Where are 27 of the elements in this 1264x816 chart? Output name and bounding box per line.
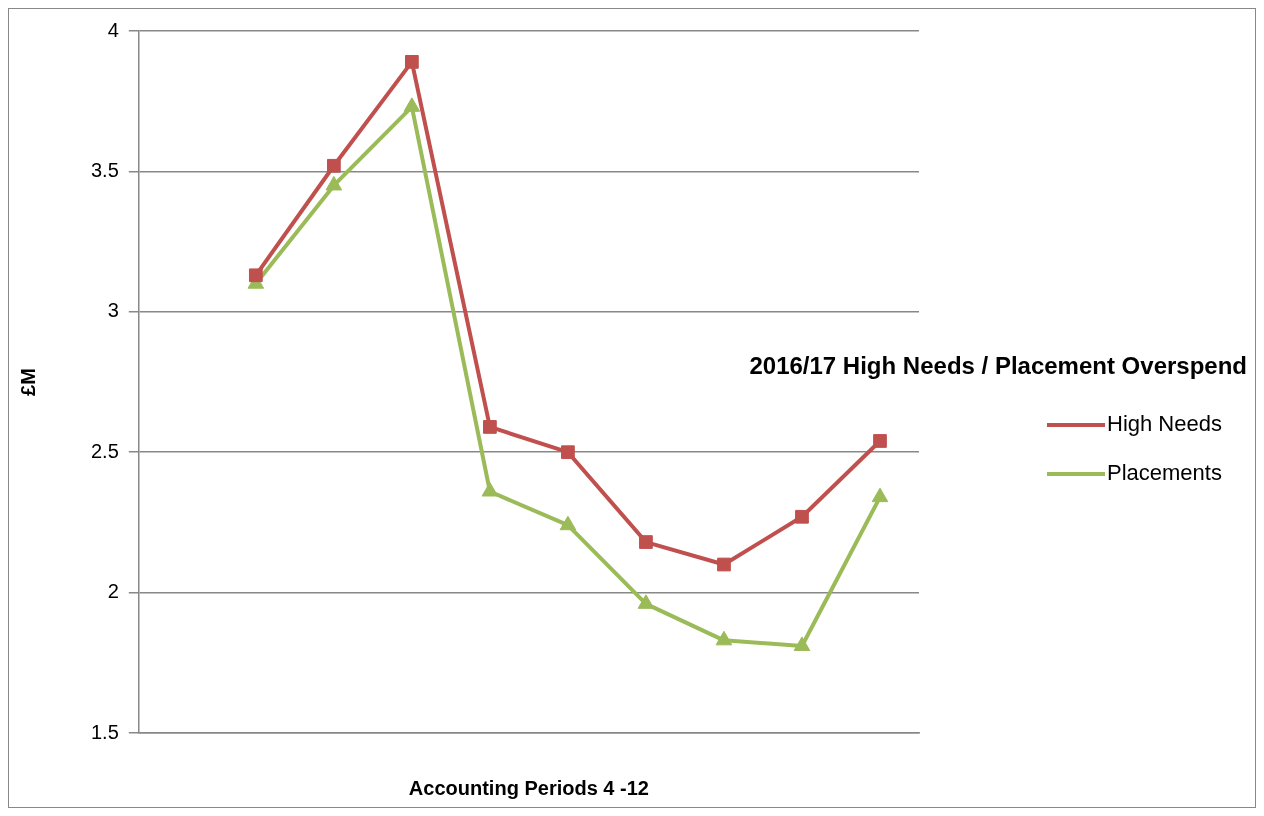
y-tick-label: 4 xyxy=(107,18,119,41)
point xyxy=(871,487,889,503)
x-axis-title: Accounting Periods 4 -12 xyxy=(408,776,649,799)
point xyxy=(715,630,733,646)
point xyxy=(248,268,263,283)
text: 2016/17 High Needs / Placement Overspend xyxy=(749,351,1247,379)
point xyxy=(559,515,577,531)
point xyxy=(793,636,811,651)
point xyxy=(481,482,499,497)
point xyxy=(639,535,653,549)
point xyxy=(326,158,341,173)
legend-label: Placements xyxy=(1107,460,1222,486)
point xyxy=(873,434,887,448)
point xyxy=(325,175,343,191)
y-tick-label: 2.5 xyxy=(90,439,119,462)
y-tick-label: 3 xyxy=(107,299,119,322)
y-tick-label: 3.5 xyxy=(90,158,119,181)
point xyxy=(405,55,419,69)
legend-label: High Needs xyxy=(1107,411,1222,437)
y-tick-label: 1.5 xyxy=(90,720,119,743)
y-tick-label: 2 xyxy=(107,580,119,603)
point xyxy=(483,420,497,434)
point xyxy=(403,97,421,112)
point xyxy=(717,557,731,572)
point xyxy=(561,445,575,460)
point xyxy=(795,509,809,524)
y-axis-title: £M xyxy=(16,368,39,396)
